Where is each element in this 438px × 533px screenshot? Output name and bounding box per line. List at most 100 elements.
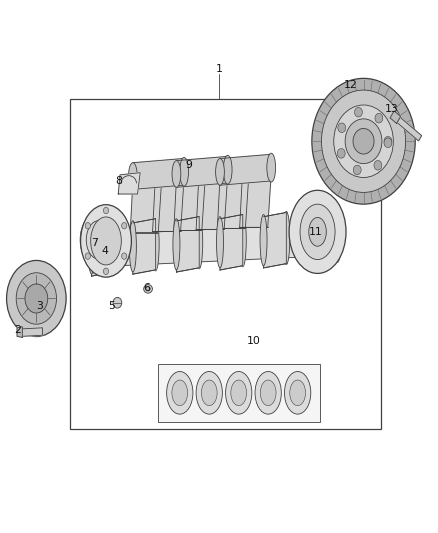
Polygon shape [397, 117, 422, 141]
Ellipse shape [334, 105, 393, 177]
Ellipse shape [81, 205, 131, 277]
Polygon shape [130, 178, 162, 232]
Text: 10: 10 [247, 336, 261, 346]
Polygon shape [275, 224, 326, 259]
Ellipse shape [375, 114, 383, 123]
Ellipse shape [146, 287, 150, 291]
Polygon shape [390, 111, 401, 124]
Polygon shape [217, 174, 249, 228]
Text: 12: 12 [343, 80, 357, 90]
Polygon shape [144, 230, 188, 264]
Ellipse shape [25, 284, 48, 313]
Ellipse shape [85, 223, 90, 229]
Polygon shape [196, 175, 228, 229]
Ellipse shape [196, 215, 203, 269]
Text: 6: 6 [143, 283, 150, 293]
Polygon shape [264, 213, 286, 268]
Polygon shape [103, 232, 144, 266]
Ellipse shape [337, 149, 345, 158]
Ellipse shape [91, 217, 121, 265]
Text: 7: 7 [91, 238, 98, 247]
Ellipse shape [103, 268, 109, 274]
Ellipse shape [260, 380, 276, 406]
Text: 1: 1 [215, 64, 223, 74]
Ellipse shape [384, 138, 392, 148]
Ellipse shape [196, 372, 223, 414]
Polygon shape [188, 228, 231, 262]
Ellipse shape [334, 209, 341, 262]
Ellipse shape [173, 219, 180, 270]
Ellipse shape [7, 261, 66, 336]
Ellipse shape [354, 107, 362, 117]
Ellipse shape [338, 123, 346, 133]
Text: 11: 11 [308, 227, 322, 237]
Ellipse shape [353, 128, 374, 154]
Ellipse shape [166, 372, 193, 414]
Ellipse shape [144, 285, 152, 293]
Ellipse shape [215, 159, 224, 185]
Ellipse shape [312, 78, 415, 204]
Polygon shape [220, 214, 243, 270]
Ellipse shape [152, 217, 159, 271]
Ellipse shape [128, 163, 137, 189]
Ellipse shape [384, 136, 392, 146]
Ellipse shape [260, 215, 267, 266]
Polygon shape [118, 173, 140, 194]
Ellipse shape [113, 297, 122, 308]
Ellipse shape [172, 380, 187, 406]
Ellipse shape [122, 253, 127, 259]
Ellipse shape [285, 372, 311, 414]
Ellipse shape [300, 204, 335, 260]
Bar [158, 364, 320, 422]
Polygon shape [22, 328, 42, 336]
Polygon shape [133, 158, 184, 189]
Ellipse shape [226, 372, 252, 414]
Ellipse shape [201, 380, 217, 406]
Ellipse shape [216, 217, 223, 268]
Ellipse shape [85, 253, 90, 259]
Ellipse shape [374, 160, 382, 170]
Text: 4: 4 [102, 246, 109, 255]
Text: 5: 5 [108, 302, 115, 311]
Polygon shape [177, 216, 199, 272]
Text: 9: 9 [185, 160, 192, 170]
Ellipse shape [172, 160, 181, 187]
Ellipse shape [103, 207, 109, 214]
Polygon shape [177, 156, 228, 187]
Ellipse shape [321, 90, 406, 192]
Ellipse shape [111, 220, 118, 273]
Text: 3: 3 [36, 302, 43, 311]
Ellipse shape [255, 372, 281, 414]
Ellipse shape [180, 157, 188, 186]
Ellipse shape [309, 217, 326, 246]
Ellipse shape [345, 119, 382, 164]
Polygon shape [220, 155, 271, 185]
Ellipse shape [88, 223, 95, 274]
Polygon shape [133, 219, 155, 274]
Ellipse shape [122, 223, 127, 229]
Ellipse shape [267, 153, 276, 182]
Polygon shape [92, 221, 114, 276]
Polygon shape [231, 227, 275, 261]
Text: 13: 13 [385, 104, 399, 114]
Ellipse shape [16, 273, 57, 324]
Ellipse shape [289, 190, 346, 273]
Ellipse shape [86, 221, 111, 259]
Bar [70, 99, 381, 429]
Ellipse shape [311, 212, 318, 263]
Ellipse shape [290, 380, 306, 406]
Ellipse shape [231, 380, 247, 406]
Text: 2: 2 [14, 326, 21, 335]
Polygon shape [315, 210, 338, 265]
Ellipse shape [353, 165, 361, 175]
Ellipse shape [223, 155, 232, 184]
Polygon shape [17, 327, 22, 337]
Polygon shape [174, 176, 205, 230]
Ellipse shape [283, 212, 290, 265]
Text: 8: 8 [115, 176, 122, 186]
Polygon shape [152, 177, 184, 231]
Ellipse shape [129, 221, 136, 272]
Ellipse shape [80, 212, 117, 268]
Ellipse shape [239, 213, 246, 266]
Polygon shape [240, 173, 271, 227]
